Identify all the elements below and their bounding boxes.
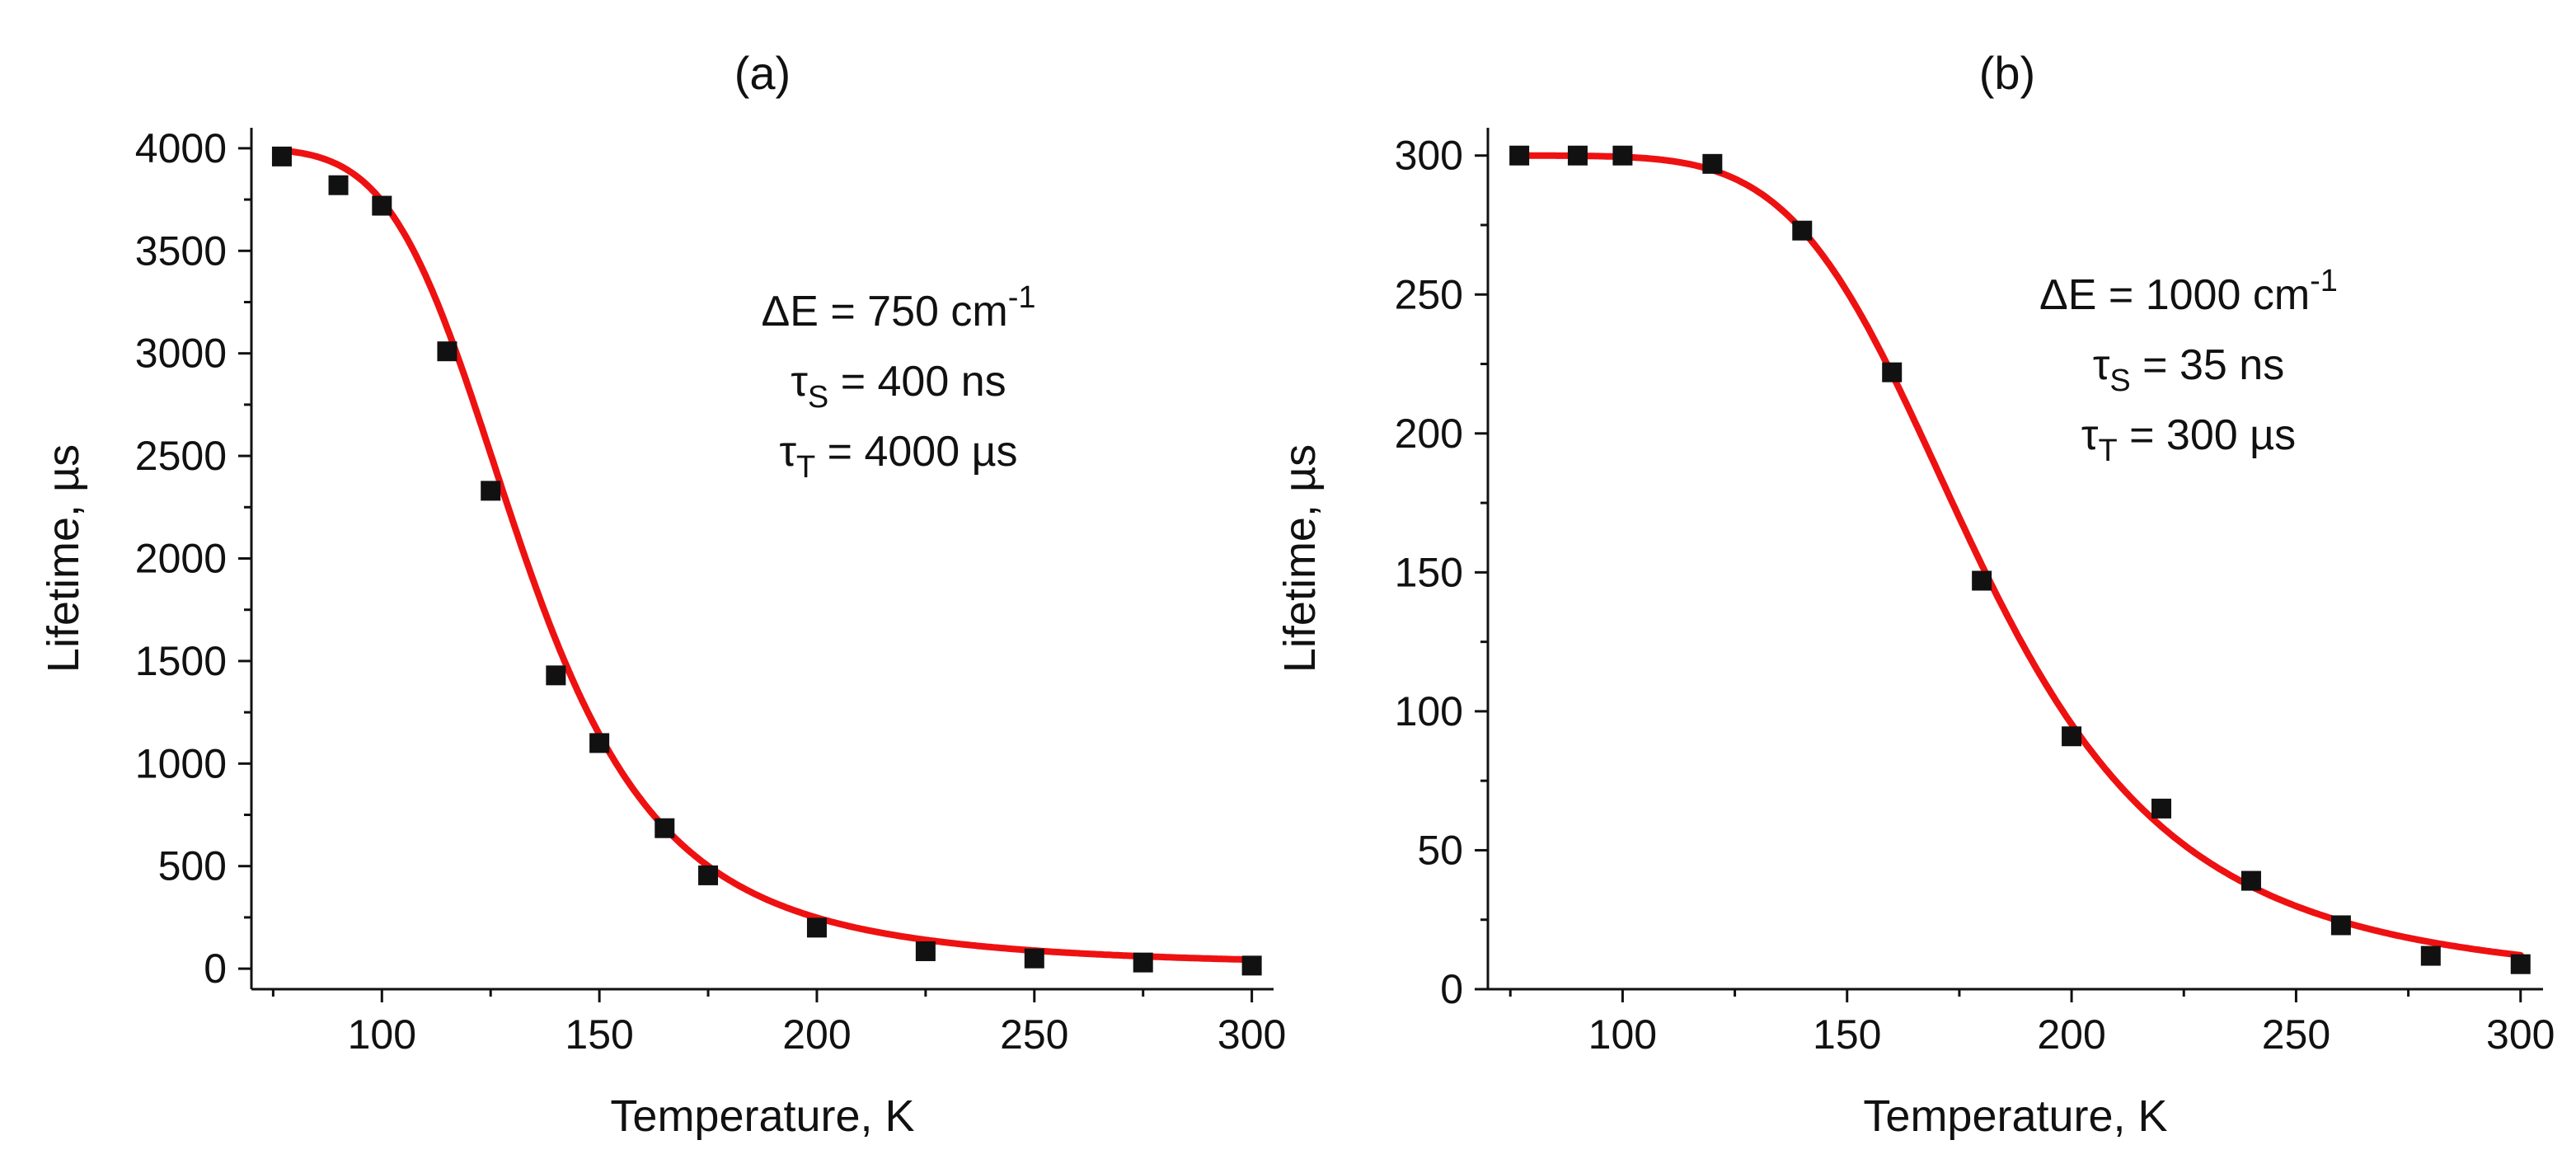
x-tick-label: 200 [782, 1011, 851, 1058]
x-tick-label: 300 [2486, 1011, 2555, 1058]
data-point [1882, 362, 1903, 382]
panel-b: (b) 100 150 200 250 300 0 50 100 150 200 250 300 Temp… [1275, 47, 2555, 1141]
x-tick-label: 250 [2262, 1011, 2330, 1058]
annotation-text: τ [2093, 341, 2110, 389]
annotation-text: τ [779, 428, 796, 476]
y-tick-label: 300 [1395, 133, 1463, 179]
data-point [1702, 153, 1723, 174]
fit-curve [1516, 152, 2524, 959]
fit-parameter-annotation: τS = 35 ns [2093, 341, 2284, 398]
data-point [2151, 798, 2172, 819]
data-point [372, 195, 392, 216]
annotation-subscript: S [2109, 364, 2130, 398]
annotation-text: τ [2081, 411, 2099, 459]
x-axis-title: Temperature, K [1863, 1091, 2167, 1141]
data-point [1133, 952, 1153, 973]
y-tick-label: 150 [1395, 549, 1463, 595]
data-point [915, 941, 936, 961]
x-tick-label: 200 [2037, 1011, 2105, 1058]
y-tick-label: 3500 [135, 228, 227, 274]
x-tick-label: 150 [1813, 1011, 1881, 1058]
fit-parameter-annotation: ΔE = 750 cm-1 [762, 280, 1036, 335]
data-point [806, 917, 827, 938]
y-tick-label: 0 [204, 945, 227, 992]
y-tick-label: 1500 [135, 638, 227, 684]
x-tick-label: 100 [348, 1011, 416, 1058]
y-axis-title: Lifetime, µs [39, 444, 88, 673]
data-point [1612, 145, 1633, 166]
y-tick-label: 3000 [135, 331, 227, 377]
fit-parameter-annotation: τT = 300 µs [2081, 411, 2296, 468]
x-tick-label: 100 [1588, 1011, 1657, 1058]
y-tick-label: 2000 [135, 536, 227, 582]
y-tick-label: 500 [158, 843, 227, 889]
annotation-text: = 300 µs [2118, 411, 2296, 459]
annotation-text: = 4000 µs [815, 428, 1017, 476]
data-point [328, 175, 349, 195]
fit-parameter-annotation: τS = 400 ns [791, 358, 1006, 415]
annotation-text: = 400 ns [828, 358, 1006, 406]
data-point [655, 818, 675, 838]
y-tick-label: 4000 [135, 125, 227, 171]
y-axis-title: Lifetime, µs [1275, 444, 1325, 673]
fit-parameter-annotation: ΔE = 1000 cm-1 [2039, 264, 2338, 319]
y-tick-label: 2500 [135, 433, 227, 479]
fit-parameter-annotation: τT = 4000 µs [779, 428, 1017, 485]
data-point [698, 865, 719, 885]
annotation-superscript: -1 [1008, 280, 1036, 315]
y-tick-label: 1000 [135, 740, 227, 786]
y-tick-label: 250 [1395, 271, 1463, 317]
panel-a: (a)100 150 200 250 3000500100015002000250030… [39, 47, 1286, 1141]
data-point [589, 733, 610, 753]
annotation-text: τ [791, 358, 808, 406]
fit-curve [278, 147, 1255, 964]
data-point [1972, 570, 1992, 591]
y-tick-label: 200 [1395, 411, 1463, 457]
data-point [1241, 955, 1262, 976]
data-point [2510, 954, 2531, 974]
data-point [2062, 726, 2082, 747]
annotation-subscript: T [2098, 434, 2117, 468]
panel-label: (b) [1979, 47, 2035, 99]
annotation-subscript: S [808, 380, 828, 415]
annotation-subscript: T [796, 450, 815, 485]
data-point [1024, 948, 1044, 969]
annotation-superscript: -1 [2310, 264, 2338, 298]
data-point [481, 481, 501, 501]
panel-label: (a) [734, 47, 791, 99]
x-tick-label: 250 [1000, 1011, 1068, 1058]
annotation-text: ΔE = 750 cm [762, 288, 1008, 335]
annotation-text: ΔE = 1000 cm [2039, 271, 2310, 319]
data-point [1509, 145, 1530, 166]
y-tick-label: 0 [1440, 966, 1463, 1012]
data-point [1567, 145, 1588, 166]
x-axis-title: Temperature, K [610, 1091, 914, 1141]
y-tick-label: 50 [1417, 827, 1463, 873]
data-point [2241, 870, 2261, 891]
data-point [2330, 915, 2351, 936]
annotation-text: = 35 ns [2131, 341, 2284, 389]
x-tick-label: 300 [1218, 1011, 1286, 1058]
data-point [271, 146, 292, 167]
data-point [1792, 220, 1813, 241]
x-tick-label: 150 [565, 1011, 633, 1058]
data-point [546, 665, 566, 686]
y-tick-label: 100 [1395, 688, 1463, 734]
data-point [2420, 945, 2441, 966]
data-point [437, 341, 457, 362]
